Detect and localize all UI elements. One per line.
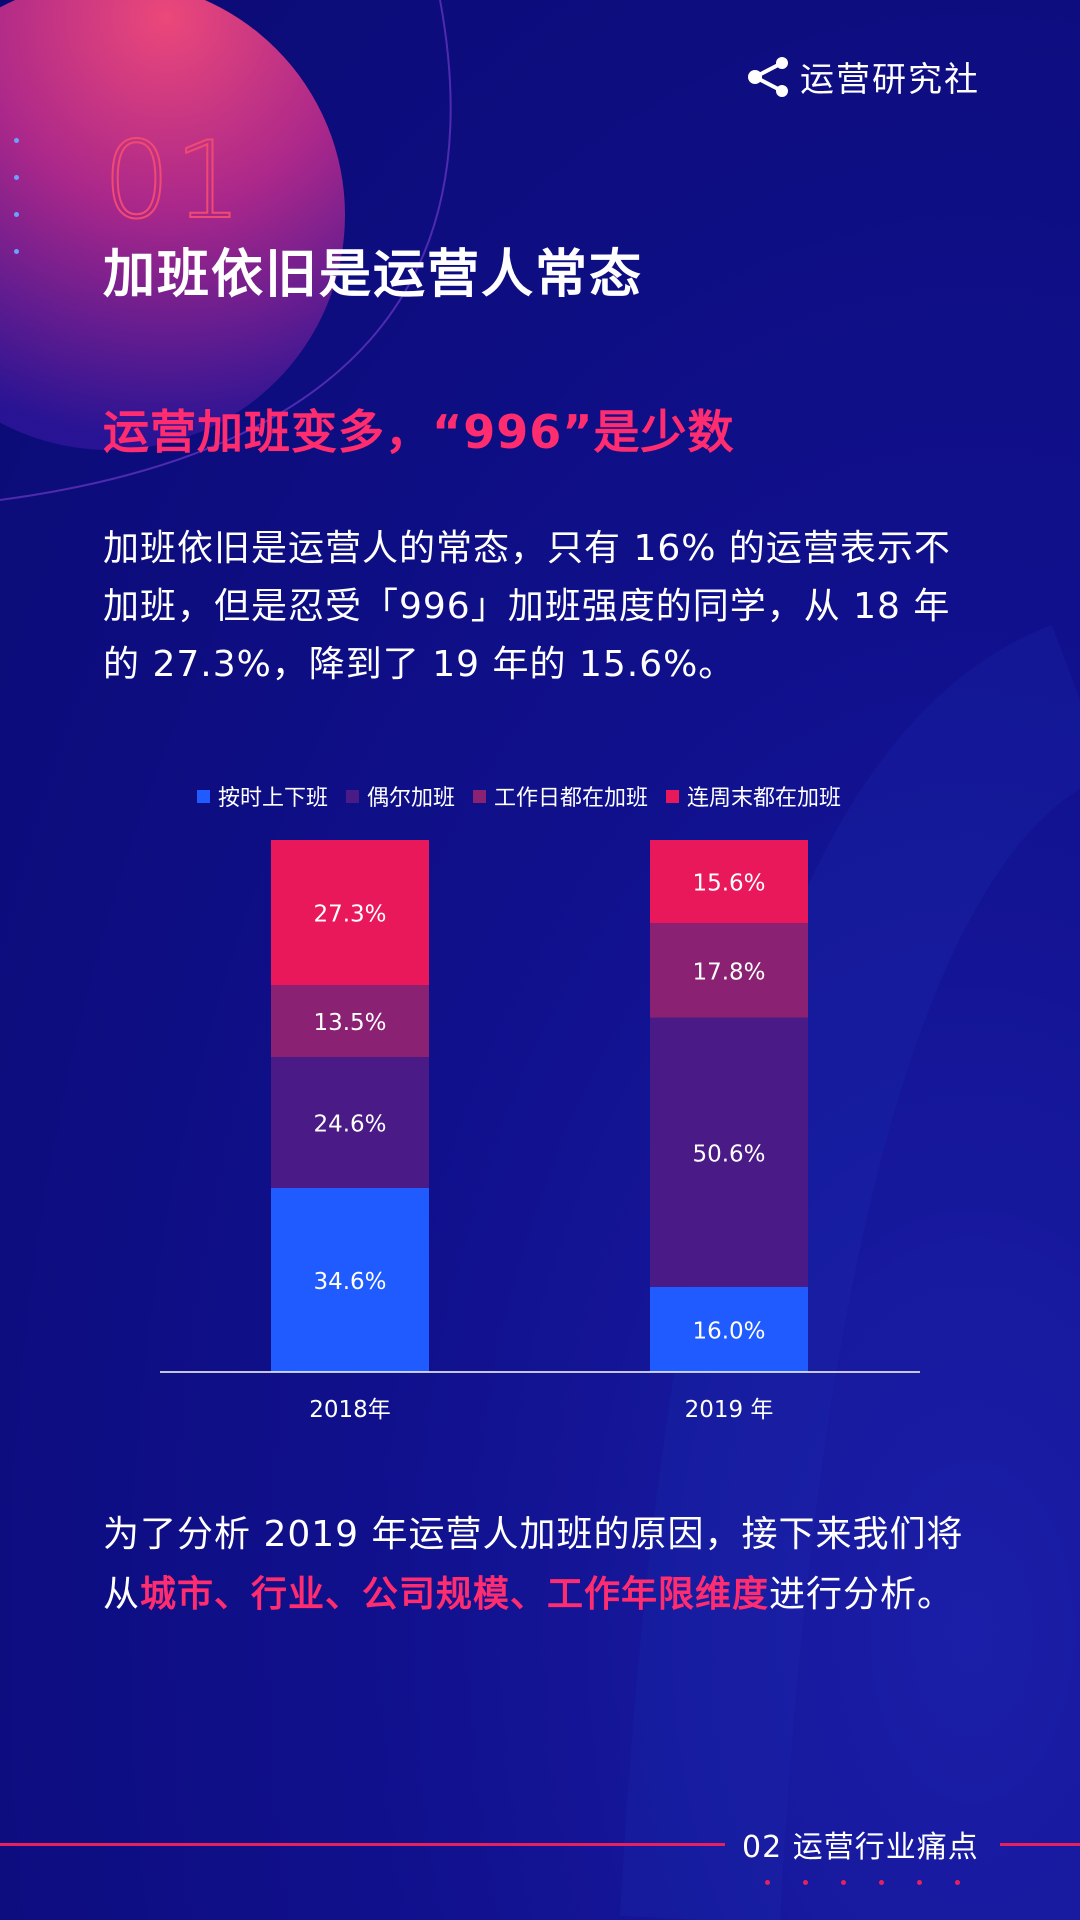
legend-swatch-occasional — [346, 789, 360, 803]
bar-segment — [271, 840, 429, 986]
brand-logo: 运营研究社 — [746, 52, 980, 101]
legend-label: 连周末都在加班 — [687, 786, 842, 811]
brand-name: 运营研究社 — [800, 60, 980, 100]
footer-text-after: 进行分析。 — [769, 1574, 955, 1615]
share-icon — [748, 56, 788, 97]
section-number: 01 — [102, 119, 246, 242]
data-label: 24.6% — [313, 1111, 386, 1137]
bar-segment — [650, 1286, 808, 1372]
legend-swatch-weekdays — [473, 789, 487, 803]
chart-legend: 按时上下班 偶尔加班 工作日都在加班 连周末都在加班 — [197, 780, 841, 812]
intro-paragraph: 加班依旧是运营人的常态，只有 16% 的运营表示不加班，但是忍受「996」加班强… — [103, 528, 951, 685]
footer-highlight: 城市、行业、公司规模、工作年限维度 — [140, 1574, 770, 1615]
bar-segment — [650, 840, 808, 923]
legend-swatch-weekends — [666, 789, 680, 803]
footer-paragraph: 为了分析 2019 年运营人加班的原因，接下来我们将从城市、行业、公司规模、工作… — [103, 1505, 983, 1625]
footer-divider-left — [0, 1843, 725, 1846]
bar-segment — [650, 922, 808, 1018]
footer-text-before: 为了分析 2019 年运营人加班的原因，接下来我们将从 — [103, 1514, 964, 1615]
x-tick-label: 2018年 — [309, 1397, 391, 1423]
legend-item: 工作日都在加班 — [473, 780, 648, 812]
legend-item: 连周末都在加班 — [666, 780, 841, 812]
side-dots — [14, 138, 20, 286]
bar-segment — [271, 1057, 429, 1188]
stacked-bar-chart: 34.6% 24.6% 13.5% 27.3% 2018年 16.0% 50.6% 17.8%… — [271, 840, 808, 1423]
legend-swatch-on-time — [197, 789, 210, 803]
data-label: 13.5% — [313, 1010, 386, 1036]
x-tick-label: 2019 年 — [685, 1397, 774, 1423]
data-label: 17.8% — [692, 959, 765, 985]
footer-divider-right — [1000, 1843, 1080, 1846]
data-label: 27.3% — [313, 902, 386, 928]
legend-label: 工作日都在加班 — [494, 786, 649, 811]
data-label: 34.6% — [313, 1269, 386, 1295]
subtitle: 运营加班变多，“996”是少数 — [103, 405, 735, 459]
legend-label: 偶尔加班 — [367, 786, 456, 811]
page-title: 加班依旧是运营人常态 — [103, 245, 644, 305]
legend-item: 按时上下班 — [197, 780, 328, 812]
bar-segment — [650, 1017, 808, 1287]
data-label: 15.6% — [692, 870, 765, 896]
legend-label: 按时上下班 — [218, 786, 329, 811]
bar-segment — [271, 1187, 429, 1372]
data-label: 16.0% — [692, 1318, 765, 1344]
data-label: 50.6% — [692, 1141, 765, 1167]
footer-dots — [765, 1880, 960, 1885]
bar-segment — [271, 985, 429, 1058]
legend-item: 偶尔加班 — [346, 780, 455, 812]
footer-section-label: 02 运营行业痛点 — [742, 1830, 979, 1865]
